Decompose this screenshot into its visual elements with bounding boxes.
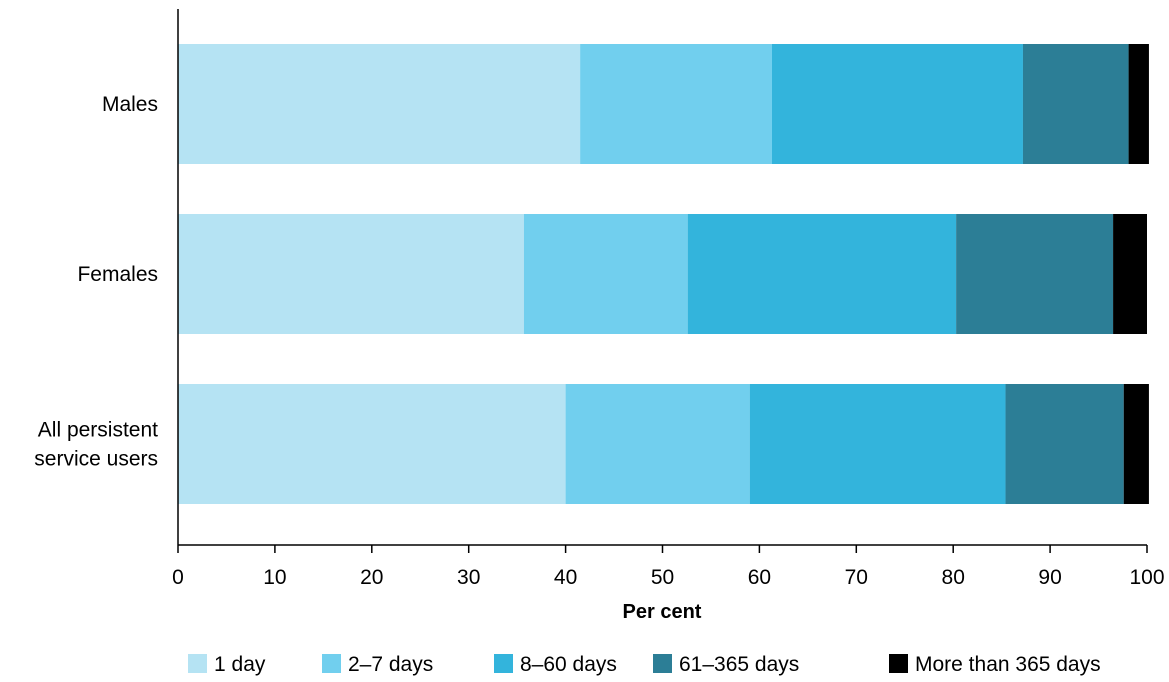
x-tick-label: 60 — [748, 566, 771, 589]
legend-label: 61–365 days — [679, 653, 799, 676]
bar-all-persistent-service-users-2-7-days — [565, 384, 750, 504]
bar-all-persistent-service-users-more-than-365-days — [1123, 384, 1149, 504]
legend-label: 8–60 days — [520, 653, 617, 676]
bar-all-persistent-service-users-8-60-days — [749, 384, 1006, 504]
category-label-line: service users — [34, 448, 158, 471]
x-tick-label: 100 — [1129, 566, 1164, 589]
bar-all-persistent-service-users-1-day — [178, 384, 566, 504]
legend-swatch — [653, 654, 672, 673]
bar-males-61-365-days — [1022, 44, 1129, 164]
bar-males-2-7-days — [580, 44, 772, 164]
x-tick-label: 10 — [263, 566, 286, 589]
x-ticks: 0 10 20 30 40 50 60 70 80 90 100 — [172, 545, 1165, 589]
legend-label: 2–7 days — [348, 653, 433, 676]
bar-males-8-60-days — [772, 44, 1023, 164]
x-tick-label: 30 — [457, 566, 480, 589]
bar-females-61-365-days — [956, 214, 1114, 334]
bar-females-2-7-days — [523, 214, 688, 334]
bar-females-1-day — [178, 214, 524, 334]
legend-label: More than 365 days — [915, 653, 1101, 676]
bar-females-more-than-365-days — [1113, 214, 1147, 334]
x-tick-label: 90 — [1038, 566, 1061, 589]
x-tick-label: 80 — [942, 566, 965, 589]
bar-males-1-day — [178, 44, 581, 164]
x-tick-label: 20 — [360, 566, 383, 589]
category-labels: Males Females All persistent service users — [34, 93, 158, 471]
category-label-males: Males — [102, 93, 158, 116]
x-axis-title: Per cent — [623, 601, 702, 623]
legend-item-more-than-365-days: More than 365 days — [889, 653, 1101, 676]
legend-item-1-day: 1 day — [188, 653, 266, 676]
legend-label: 1 day — [214, 653, 266, 676]
legend-swatch — [494, 654, 513, 673]
category-label-females: Females — [77, 263, 158, 286]
bars-layer — [178, 44, 1149, 504]
bar-all-persistent-service-users-61-365-days — [1005, 384, 1124, 504]
bar-males-more-than-365-days — [1128, 44, 1149, 164]
category-label-line: Females — [77, 263, 158, 286]
legend-swatch — [889, 654, 908, 673]
legend-item-8-60-days: 8–60 days — [494, 653, 617, 676]
legend: 1 day 2–7 days 8–60 days 61–365 days More th… — [188, 653, 1101, 676]
legend-item-61-365-days: 61–365 days — [653, 653, 799, 676]
x-tick-label: 40 — [554, 566, 577, 589]
category-label-line: Males — [102, 93, 158, 116]
bar-females-8-60-days — [687, 214, 957, 334]
legend-swatch — [322, 654, 341, 673]
x-tick-label: 70 — [845, 566, 868, 589]
x-tick-label: 50 — [651, 566, 674, 589]
legend-item-2-7-days: 2–7 days — [322, 653, 433, 676]
category-label-all-persistent-service-users: All persistent service users — [34, 419, 158, 471]
category-label-line: All persistent — [38, 419, 158, 442]
legend-swatch — [188, 654, 207, 673]
x-tick-label: 0 — [172, 566, 184, 589]
